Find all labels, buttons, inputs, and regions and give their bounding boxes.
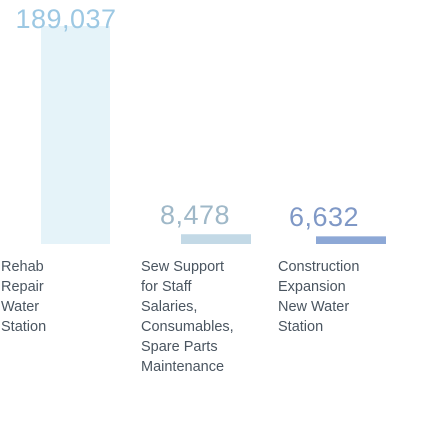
category-label-line: Water: [1, 299, 40, 315]
value-label-3: 6,632: [288, 202, 360, 233]
category-label-line: Consumables,: [141, 319, 234, 335]
category-label-line: New Water: [278, 299, 350, 315]
bar-3: [316, 236, 386, 244]
category-label-line: Rehab: [1, 259, 44, 275]
category-label-line: Spare Parts: [141, 339, 218, 355]
category-label-line: Salaries,: [141, 299, 198, 315]
bar-2: [181, 234, 251, 244]
category-label-line: Repair: [1, 279, 44, 295]
category-label-line: Expansion: [278, 279, 346, 295]
category-label-2: Sew Support for Staff Salaries, Consumables…: [141, 257, 234, 377]
category-label-line: for Staff: [141, 279, 192, 295]
bar-1: [41, 26, 110, 244]
category-label-line: Construction: [278, 259, 360, 275]
category-label-line: Station: [278, 319, 324, 335]
category-label-line: Station: [1, 319, 47, 335]
category-label-1: Rehab Repair Water Station: [1, 257, 46, 337]
value-label-2: 8,478: [159, 200, 231, 231]
category-label-line: Maintenance: [141, 359, 225, 375]
value-label-1: 189,037: [15, 4, 117, 34]
category-label-3: Construction Expansion New Water Station: [278, 257, 359, 337]
category-label-line: Sew Support: [141, 259, 225, 275]
